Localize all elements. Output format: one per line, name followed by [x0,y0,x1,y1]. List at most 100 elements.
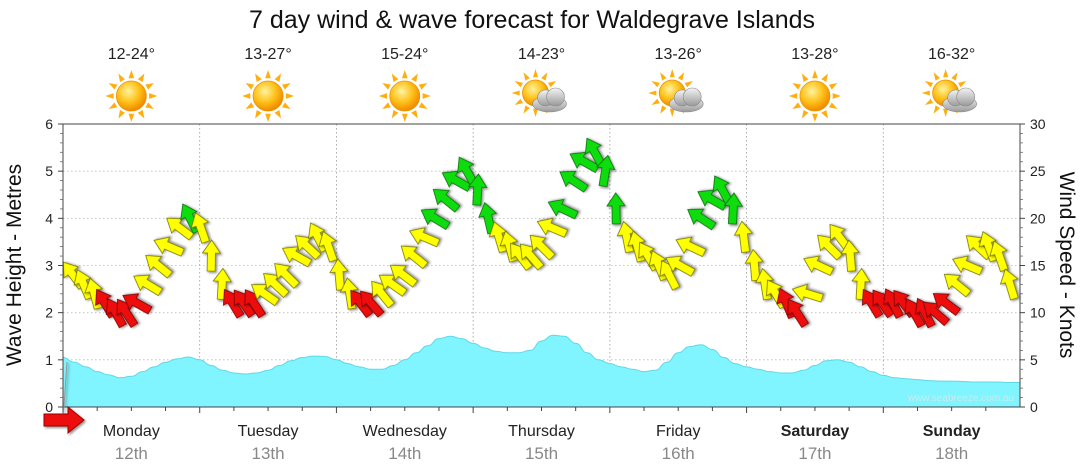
day-date-label: 17th [798,444,831,463]
wind-arrow [145,254,173,279]
wind-arrow [190,212,210,244]
wind-arrow [596,154,616,188]
wind-arrow [329,258,349,291]
sun-ray [514,81,524,88]
sun-disc [389,80,421,112]
sun-ray [418,83,428,90]
temperature-label: 13-27° [244,46,291,63]
right-tick-label: 25 [1030,163,1046,179]
sun-ray [382,102,391,109]
day-date-label: 16th [662,444,695,463]
wind-arrow-shape [295,235,322,261]
sun-disc [799,80,831,112]
day-date-label: 18th [935,444,968,463]
wind-arrow-shape [787,298,810,329]
sun-ray [422,93,431,99]
wind-arrow-shape [329,258,349,291]
wind-arrow-shape [467,173,488,206]
sun-ray [265,113,271,122]
wind-arrow-shape [999,268,1019,301]
sun-ray [924,81,934,88]
temperature-label: 13-28° [791,46,838,63]
sun-disc [115,80,147,112]
cloud-glyph [532,87,567,113]
sun-ray [145,102,154,109]
wind-arrow-shape [122,293,153,315]
day-date-label: 12th [115,444,148,463]
wind-arrow [318,230,338,263]
sun-ray [282,83,291,90]
wind-arrow [122,293,153,315]
cloud-part [546,87,565,107]
day-date-label: 15th [525,444,558,463]
wind-arrow-shape [389,264,419,288]
wind-arrow-shape [803,255,835,276]
left-tick-label: 4 [45,210,53,226]
sun-glyph [378,70,431,122]
wind-arrow-shape [274,263,301,289]
sun-ray [921,90,930,96]
wind-arrow [989,240,1009,273]
sun-ray [118,110,125,119]
sun-ray [943,108,949,117]
sun-ray [677,72,685,81]
weather-forecast-row: 12-24° 13-27° 15-24° 14-23° 13-26° 13-28° 16-3… [105,46,977,122]
left-tick-label: 2 [45,305,53,321]
wind-arrow [675,236,707,258]
sun-ray [648,90,657,96]
temperature-label: 14-23° [518,46,565,63]
sun-ray [145,83,154,90]
wind-arrow [547,198,579,220]
wind-arrow [153,236,185,257]
day-name-label: Tuesday [238,423,299,440]
day-date-label: 14th [388,444,421,463]
wind-arrow-shape [212,267,232,301]
right-tick-label: 5 [1030,352,1038,368]
sun-icon [378,70,431,122]
wind-arrow [952,255,984,276]
partly-cloudy-icon [511,69,567,117]
day-name-label: Monday [103,423,160,440]
sun-ray [255,110,262,119]
sun-ray [242,93,251,99]
wind-arrow-shape [687,208,717,231]
sun-ray [523,105,530,114]
sun-ray [274,110,282,119]
sun-ray [391,110,399,119]
sun-ray [255,73,262,82]
sun-ray [245,102,255,109]
sun-ray [547,81,557,88]
wind-arrow-shape [529,234,556,261]
sun-ray [137,110,145,119]
sun-ray [108,83,118,90]
wind-arrow-shape [596,154,616,188]
sun-ray [801,73,809,82]
right-tick-label: 0 [1030,399,1038,415]
wind-arrow [529,234,556,261]
cloud-glyph [668,87,704,113]
temperature-label: 13-26° [655,46,702,63]
wind-arrow [733,220,754,254]
wind-arrow [420,208,451,231]
sun-ray [391,73,399,82]
left-tick-label: 6 [45,116,53,132]
x-axis: Monday 12th Tuesday 13th Wednesday 14th Thursd… [62,407,987,463]
wind-arrow [744,248,764,282]
sun-ray [514,98,524,105]
sun-ray [828,83,838,90]
sun-ray [788,93,798,99]
wind-arrow-shape [744,248,764,282]
day-date-label: 13th [252,444,285,463]
right-axis: 0 5 10 15 20 25 30 [1020,116,1046,415]
wind-arrow [133,274,163,297]
sun-glyph [242,70,295,122]
wind-arrow [432,188,461,213]
sun-ray [660,72,667,81]
wind-arrow [787,298,810,329]
sun-ray [533,108,538,117]
sun-ray [821,110,828,119]
wind-arrow [723,192,744,225]
sun-ray [128,70,135,79]
day-name-label: Wednesday [363,423,447,440]
left-tick-label: 0 [45,399,53,415]
